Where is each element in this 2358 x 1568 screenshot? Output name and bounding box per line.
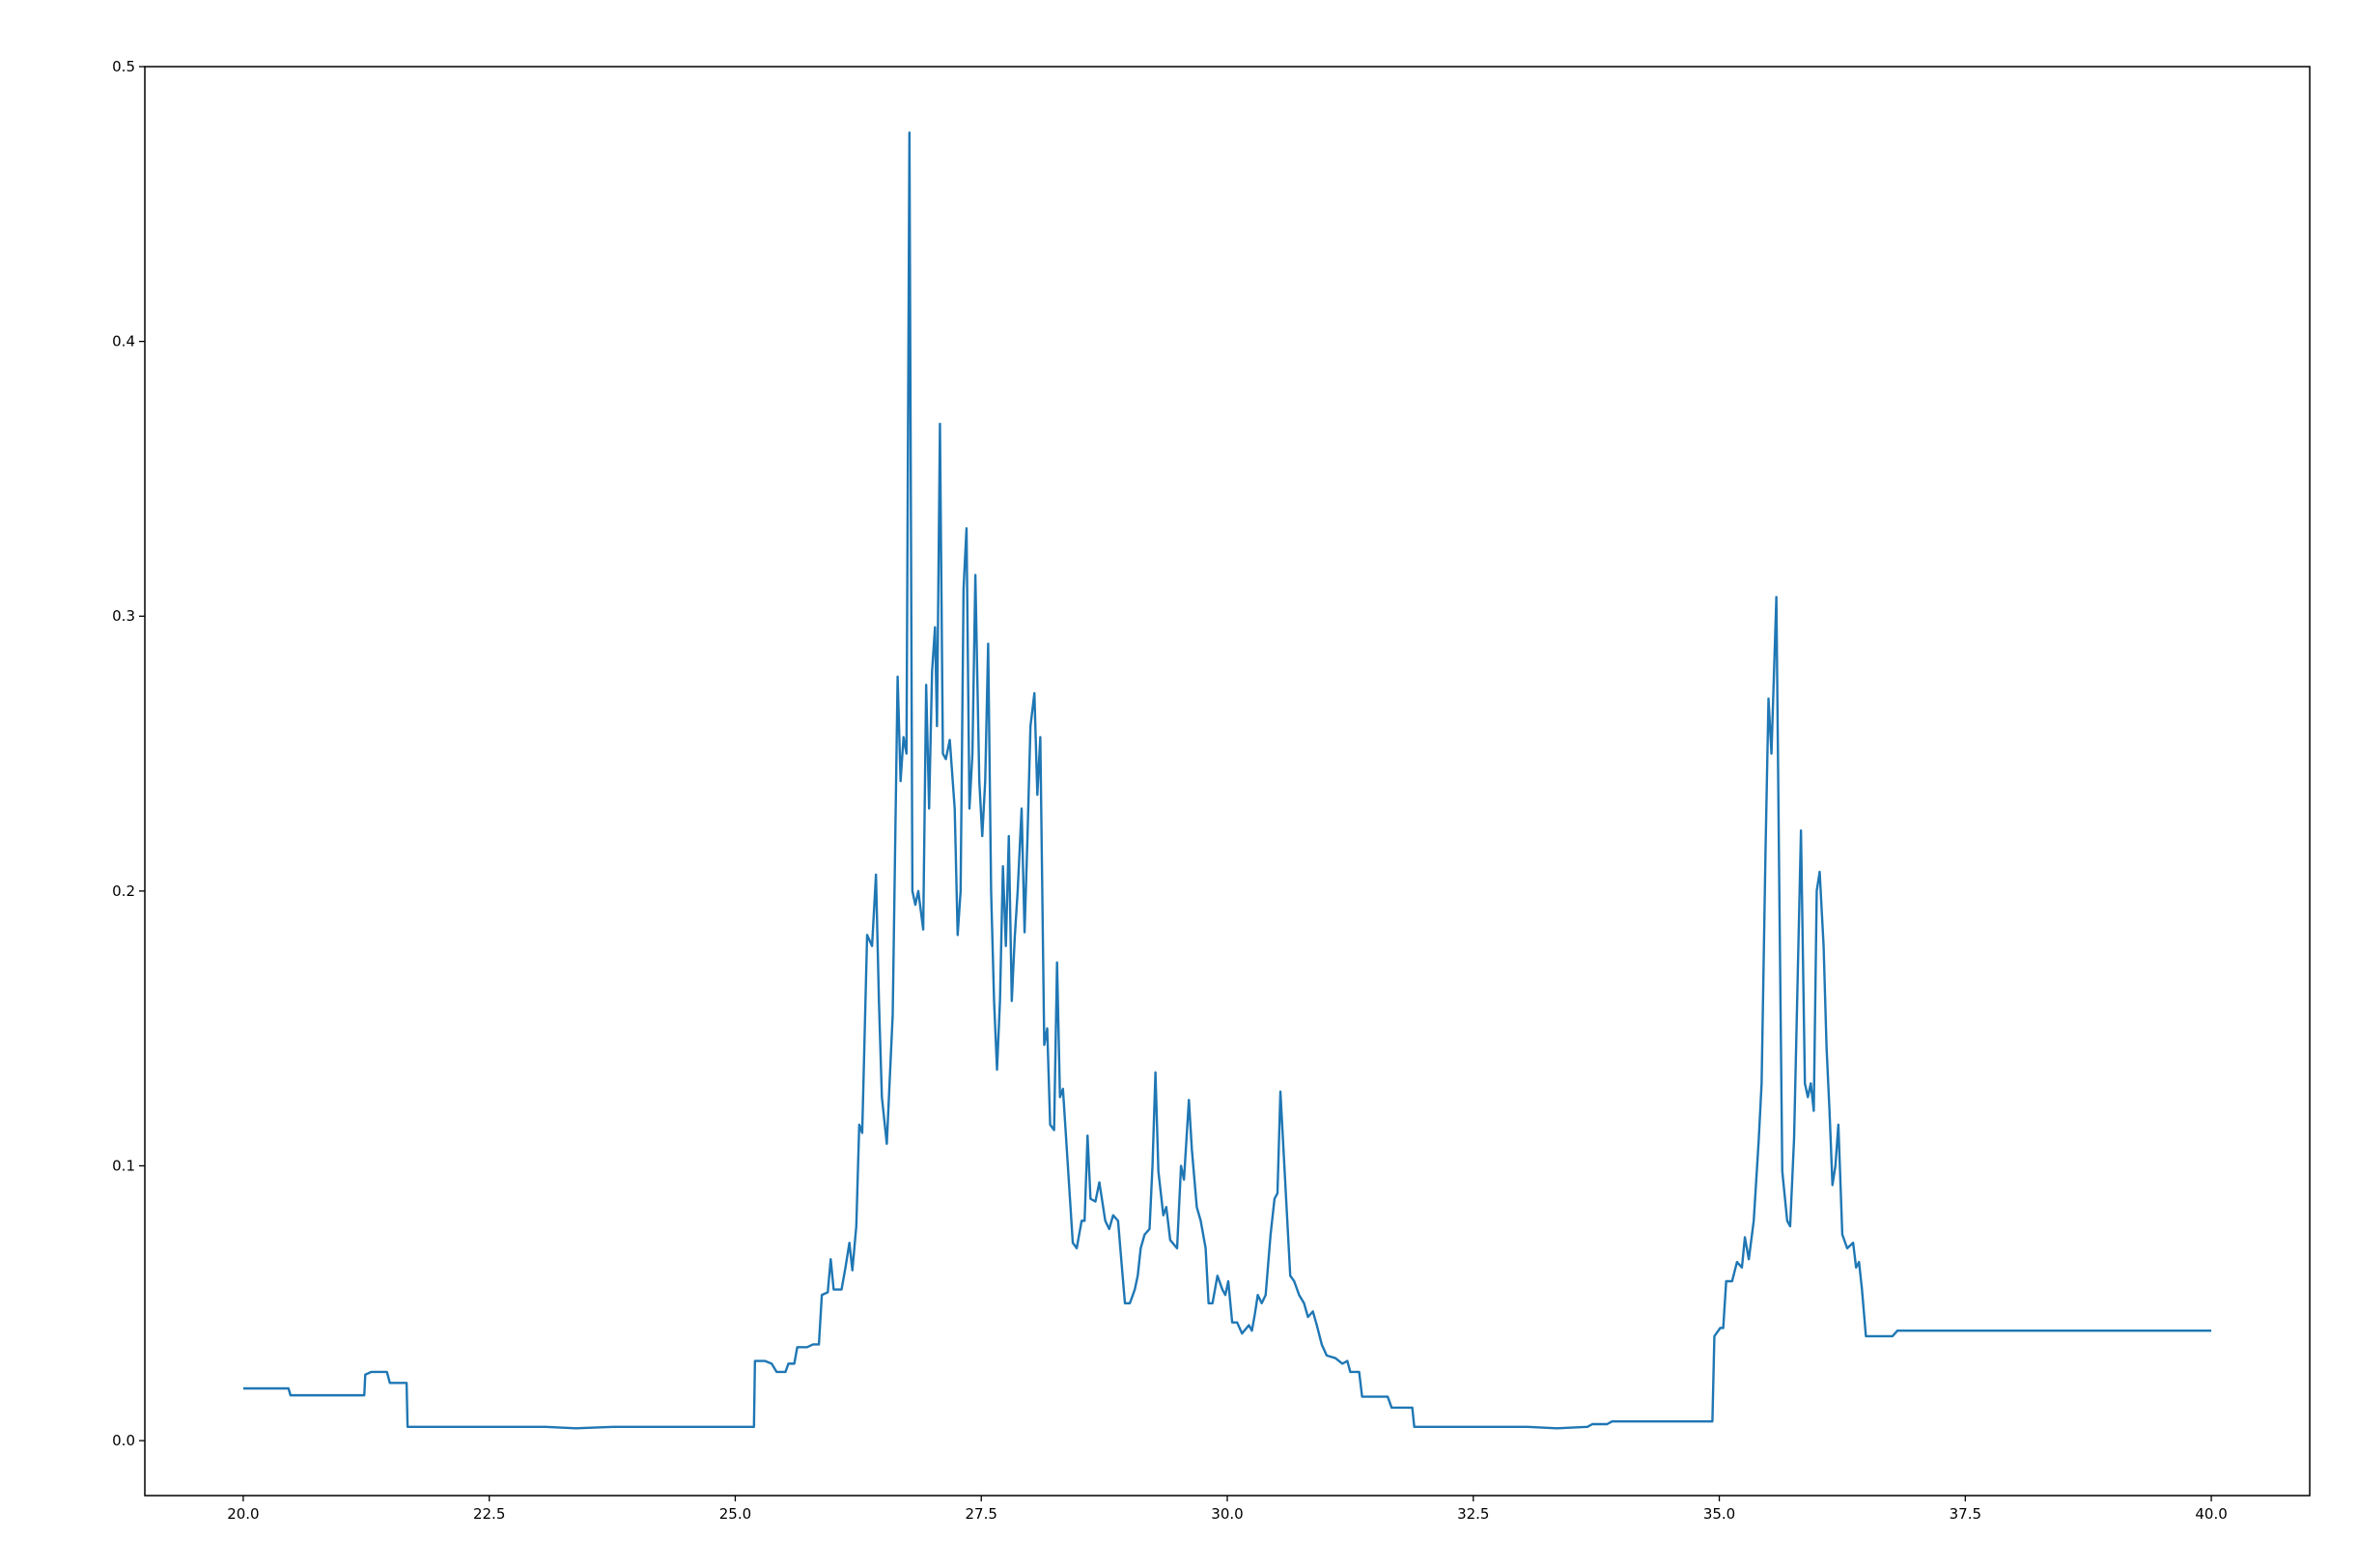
y-tick-label: 0.0: [112, 1432, 135, 1449]
x-tick-label: 22.5: [473, 1505, 505, 1523]
x-tick-label: 35.0: [1703, 1505, 1735, 1523]
x-tick-label: 20.0: [227, 1505, 259, 1523]
x-tick-label: 27.5: [966, 1505, 997, 1523]
y-tick-label: 0.4: [112, 333, 135, 350]
y-tick-label: 0.3: [112, 607, 135, 625]
x-tick-label: 40.0: [2195, 1505, 2227, 1523]
y-tick-label: 0.2: [112, 882, 135, 900]
x-tick-label: 32.5: [1457, 1505, 1489, 1523]
x-tick-label: 30.0: [1211, 1505, 1243, 1523]
x-tick-label: 25.0: [719, 1505, 751, 1523]
x-tick-label: 37.5: [1950, 1505, 1981, 1523]
y-tick-label: 0.1: [112, 1157, 135, 1174]
data-line: [242, 131, 2212, 1430]
y-tick-label: 0.5: [112, 58, 135, 75]
